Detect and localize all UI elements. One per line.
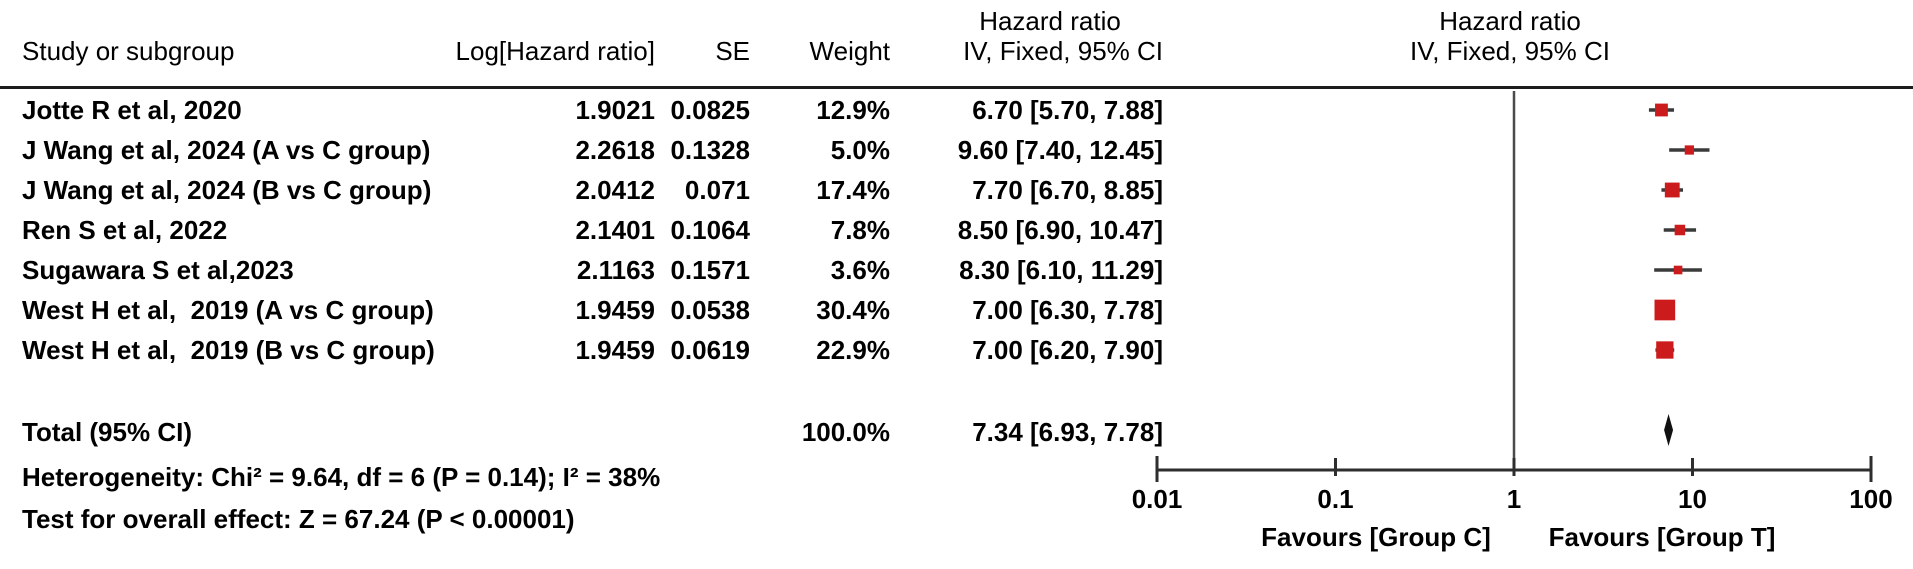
log-hr-value: 1.9021 <box>575 95 655 125</box>
col-header-hazard-ratio-plot: Hazard ratio <box>1439 6 1581 36</box>
study-name: Ren S et al, 2022 <box>22 215 228 245</box>
weight-value: 5.0% <box>830 135 890 165</box>
study-marker <box>1674 224 1686 236</box>
weight-value: 3.6% <box>830 255 890 285</box>
ci-value: 7.70 [6.70, 8.85] <box>972 175 1163 205</box>
se-value: 0.0538 <box>670 295 750 325</box>
x-tick-label: 10 <box>1678 484 1707 514</box>
favours-right-label: Favours [Group T] <box>1549 522 1776 552</box>
heterogeneity-stats: Heterogeneity: Chi² = 9.64, df = 6 (P = … <box>22 462 661 492</box>
study-name: West H et al, 2019 (A vs C group) <box>22 295 434 325</box>
study-name: Jotte R et al, 2020 <box>22 95 242 125</box>
se-value: 0.0619 <box>670 335 750 365</box>
log-hr-value: 1.9459 <box>575 335 655 365</box>
study-marker <box>1656 341 1674 359</box>
x-tick-label: 0.01 <box>1132 484 1183 514</box>
weight-value: 22.9% <box>816 335 890 365</box>
weight-value: 30.4% <box>816 295 890 325</box>
overall-effect-stats: Test for overall effect: Z = 67.24 (P < … <box>22 504 575 534</box>
study-marker <box>1684 145 1694 155</box>
total-row: Total (95% CI) 100.0% 7.34 [6.93, 7.78] <box>0 412 1200 452</box>
header-divider <box>0 86 1913 89</box>
favours-left-label: Favours [Group C] <box>1261 522 1491 552</box>
x-tick-label: 100 <box>1849 484 1892 514</box>
se-value: 0.071 <box>684 175 750 205</box>
log-hr-value: 1.9459 <box>575 295 655 325</box>
se-value: 0.1328 <box>670 135 750 165</box>
table-row: West H et al, 2019 (B vs C group) 1.9459 0… <box>0 330 1200 370</box>
total-weight: 100.0% <box>801 417 890 447</box>
ci-value: 7.00 [6.30, 7.78] <box>972 295 1163 325</box>
col-header-se: SE <box>715 36 750 66</box>
study-name: J Wang et al, 2024 (B vs C group) <box>22 175 432 205</box>
ci-value: 9.60 [7.40, 12.45] <box>957 135 1163 165</box>
ci-value: 6.70 [5.70, 7.88] <box>972 95 1163 125</box>
col-header-hazard-ratio-text: Hazard ratio <box>979 6 1121 36</box>
ci-value: 8.30 [6.10, 11.29] <box>959 255 1163 285</box>
table-row: Ren S et al, 2022 2.1401 0.1064 7.8% 8.50 [6… <box>0 210 1200 250</box>
col-header-ci-plot: IV, Fixed, 95% CI <box>1410 36 1610 66</box>
table-row: J Wang et al, 2024 (A vs C group) 2.2618 0… <box>0 130 1200 170</box>
pooled-diamond <box>1664 414 1674 446</box>
x-tick-label: 1 <box>1507 484 1521 514</box>
se-value: 0.1064 <box>670 215 750 245</box>
study-marker <box>1673 265 1683 275</box>
weight-value: 12.9% <box>816 95 890 125</box>
study-marker <box>1655 103 1668 117</box>
ci-value: 7.00 [6.20, 7.90] <box>972 335 1163 365</box>
table-row: Sugawara S et al,2023 2.1163 0.1571 3.6% 8.3… <box>0 250 1200 290</box>
table-row: Jotte R et al, 2020 1.9021 0.0825 12.9% 6.70… <box>0 90 1200 130</box>
study-name: J Wang et al, 2024 (A vs C group) <box>22 135 431 165</box>
study-marker <box>1654 299 1676 321</box>
ci-value: 8.50 [6.90, 10.47] <box>957 215 1163 245</box>
log-hr-value: 2.1163 <box>576 255 655 285</box>
log-hr-value: 2.1401 <box>575 215 655 245</box>
log-hr-value: 2.2618 <box>575 135 655 165</box>
x-tick-label: 0.1 <box>1317 484 1353 514</box>
study-marker <box>1664 182 1680 198</box>
log-hr-value: 2.0412 <box>575 175 655 205</box>
study-name: Sugawara S et al,2023 <box>22 255 294 285</box>
table-row: J Wang et al, 2024 (B vs C group) 2.0412 0… <box>0 170 1200 210</box>
col-header-log-hr: Log[Hazard ratio] <box>455 36 655 66</box>
col-header-weight: Weight <box>809 36 890 66</box>
col-header-study: Study or subgroup <box>22 36 235 66</box>
col-header-ci-text: IV, Fixed, 95% CI <box>963 36 1163 66</box>
total-ci: 7.34 [6.93, 7.78] <box>972 417 1163 447</box>
se-value: 0.1571 <box>670 255 750 285</box>
weight-value: 7.8% <box>830 215 890 245</box>
se-value: 0.0825 <box>670 95 750 125</box>
study-name: West H et al, 2019 (B vs C group) <box>22 335 435 365</box>
total-label: Total (95% CI) <box>22 417 192 447</box>
weight-value: 17.4% <box>816 175 890 205</box>
table-row: West H et al, 2019 (A vs C group) 1.9459 0… <box>0 290 1200 330</box>
